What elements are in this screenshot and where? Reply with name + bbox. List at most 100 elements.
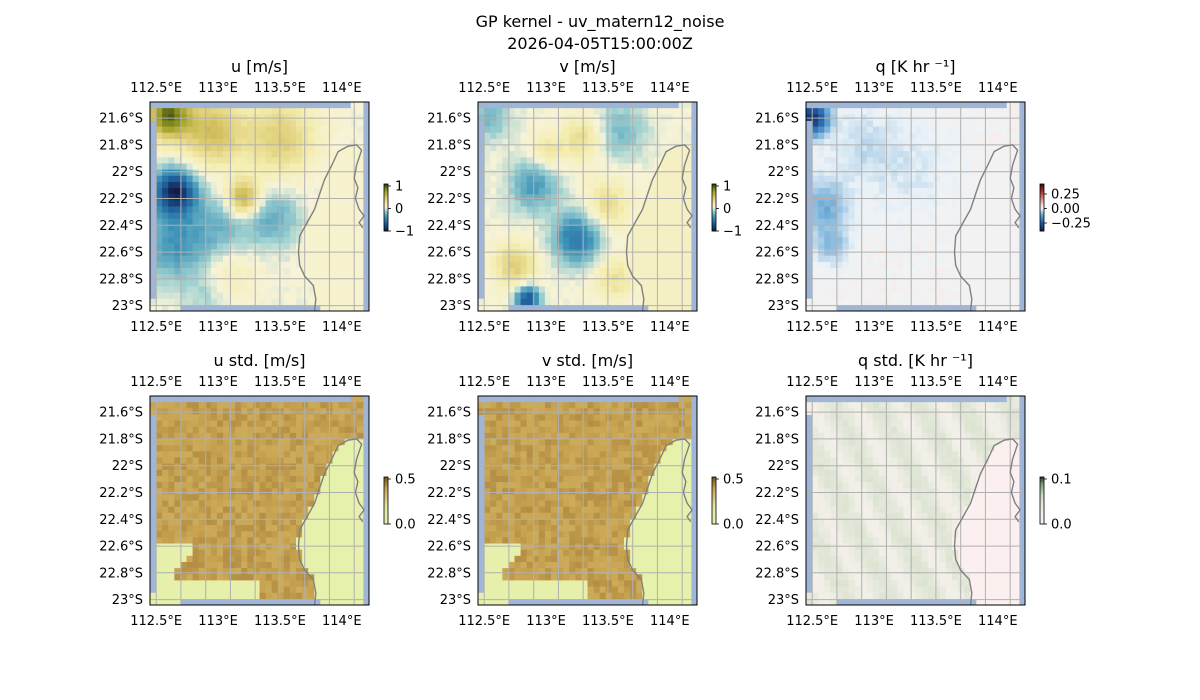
heatmap-cell (186, 237, 194, 244)
heatmap-cell (854, 249, 862, 257)
colorbar-tick-label: 0 (395, 202, 403, 217)
y-tick-label: 22.2°S (99, 192, 143, 207)
heatmap-cell (860, 188, 868, 195)
heatmap-cell (235, 206, 242, 214)
heatmap-cell (210, 432, 218, 440)
heatmap-cell (162, 445, 169, 452)
heatmap-cell (514, 255, 522, 263)
heatmap-cell (544, 175, 552, 183)
heatmap-cell (885, 261, 892, 269)
heatmap-cell (684, 304, 692, 311)
heatmap-cell (848, 237, 856, 244)
heatmap-cell (356, 132, 364, 140)
heatmap-cell (162, 451, 169, 458)
heatmap-cell (180, 280, 187, 287)
heatmap-cell (836, 175, 843, 183)
heatmap-cell (204, 457, 212, 465)
heatmap-cell (684, 249, 692, 257)
heatmap-cell (854, 224, 862, 232)
heatmap-cell (605, 439, 613, 446)
heatmap-cell (921, 243, 929, 251)
heatmap-cell (259, 592, 267, 600)
heatmap-cell (308, 525, 315, 532)
heatmap-cell (933, 163, 941, 171)
heatmap-cell (945, 188, 953, 195)
heatmap-cell (241, 543, 248, 551)
heatmap-cell (976, 175, 983, 183)
heatmap-cell (496, 402, 503, 409)
heatmap-cell (599, 298, 607, 306)
heatmap-cell (988, 267, 996, 275)
heatmap-cell (490, 249, 497, 257)
heatmap-cell (933, 151, 941, 158)
heatmap-cell (168, 500, 175, 508)
heatmap-cell (484, 157, 491, 164)
heatmap-cell (903, 194, 910, 201)
heatmap-cell (1012, 286, 1020, 294)
heatmap-cell (563, 157, 570, 164)
heatmap-cell (338, 531, 346, 538)
heatmap-cell (162, 218, 169, 226)
heatmap-cell (265, 243, 273, 251)
heatmap-cell (302, 212, 309, 220)
heatmap-cell (229, 561, 236, 569)
heatmap-cell (192, 206, 200, 214)
colorbar-segment (712, 207, 716, 210)
heatmap-cell (921, 200, 929, 207)
heatmap-cell (897, 231, 904, 238)
heatmap-cell (866, 231, 874, 238)
heatmap-cell (630, 145, 637, 152)
heatmap-cell (611, 249, 619, 257)
heatmap-cell (192, 249, 200, 257)
y-tick-label: 22.6°S (99, 246, 143, 261)
heatmap-cell (296, 249, 303, 257)
heatmap-cell (1000, 243, 1008, 251)
heatmap-cell (605, 108, 613, 115)
heatmap-cell (296, 145, 303, 152)
heatmap-cell (866, 212, 874, 220)
heatmap-cell (277, 194, 285, 201)
heatmap-cell (338, 598, 346, 605)
heatmap-cell (180, 292, 187, 300)
heatmap-cell (605, 175, 613, 183)
heatmap-cell (952, 206, 959, 214)
heatmap-cell (265, 457, 273, 465)
heatmap-cell (824, 188, 831, 195)
heatmap-cell (860, 237, 868, 244)
heatmap-cell (198, 555, 206, 563)
heatmap-cell (872, 157, 880, 164)
heatmap-cell (812, 138, 819, 146)
heatmap-cell (551, 237, 558, 244)
heatmap-cell (611, 175, 619, 183)
heatmap-cell (223, 592, 230, 600)
heatmap-cell (156, 212, 163, 220)
heatmap-cell (927, 175, 935, 183)
heatmap-cell (283, 518, 291, 526)
heatmap-cell (344, 231, 352, 238)
heatmap-cell (174, 286, 181, 294)
heatmap-cell (866, 157, 874, 164)
heatmap-cell (885, 194, 892, 201)
heatmap-cell (271, 518, 279, 526)
heatmap-cell (344, 463, 352, 471)
heatmap-cell (302, 206, 309, 214)
heatmap-cell (860, 126, 868, 134)
heatmap-cell (490, 108, 497, 115)
heatmap-cell (186, 120, 194, 128)
heatmap-cell (526, 188, 534, 195)
heatmap-cell (259, 494, 267, 501)
heatmap-cell (490, 212, 497, 220)
heatmap-cell (296, 218, 303, 226)
heatmap-cell (186, 169, 194, 177)
coastline (297, 144, 365, 311)
heatmap-cell (320, 500, 327, 508)
heatmap-cell (988, 292, 996, 300)
heatmap-cell (611, 426, 619, 434)
heatmap-cell (514, 108, 522, 115)
heatmap-cell (253, 157, 260, 164)
heatmap-cell (259, 218, 267, 226)
heatmap-cell (265, 549, 273, 557)
heatmap-cell (259, 426, 267, 434)
heatmap-cell (229, 212, 236, 220)
heatmap-cell (605, 120, 613, 128)
